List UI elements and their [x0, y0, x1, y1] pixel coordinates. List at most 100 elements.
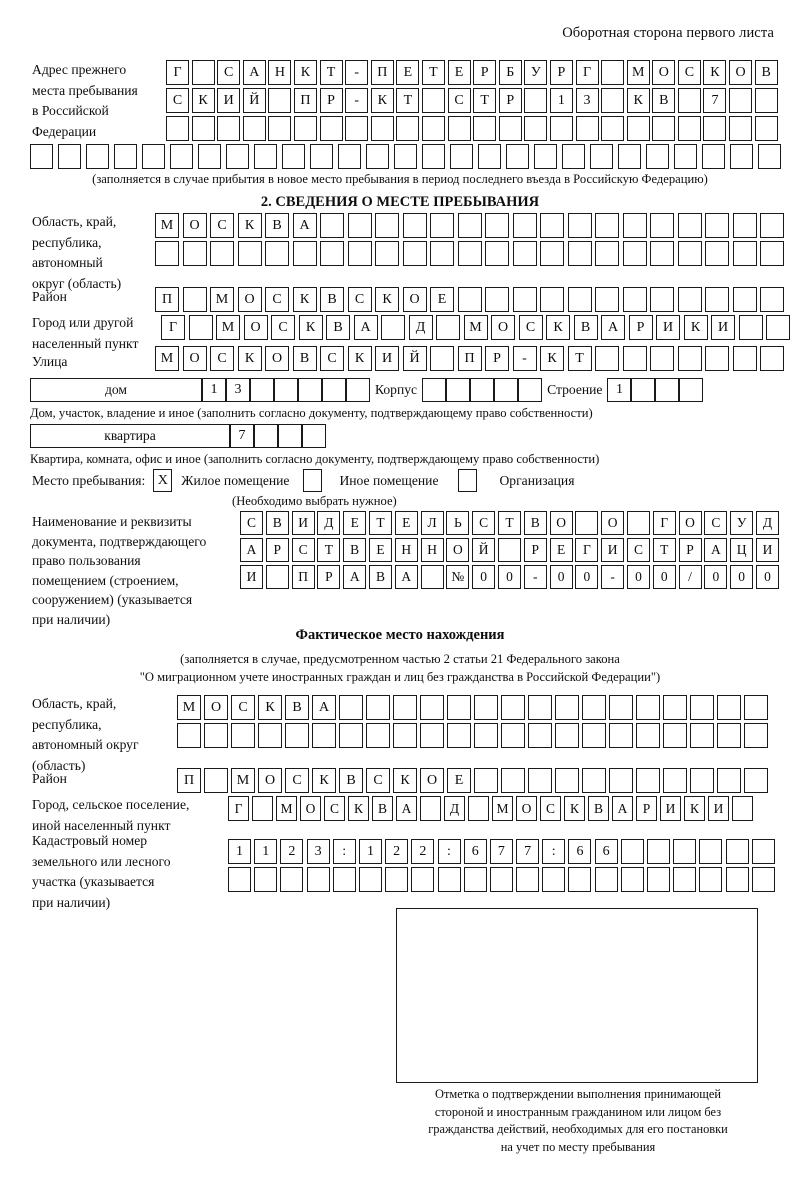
prev-address-row-4[interactable]	[30, 144, 781, 169]
char-cell[interactable]: С	[291, 538, 315, 562]
char-cell[interactable]	[265, 565, 289, 589]
char-cell[interactable]	[231, 723, 255, 748]
char-cell[interactable]	[58, 144, 81, 169]
stamp-box[interactable]	[396, 908, 758, 1083]
char-cell[interactable]	[217, 116, 241, 141]
char-cell[interactable]	[501, 768, 525, 793]
char-cell[interactable]	[732, 346, 757, 371]
char-cell[interactable]	[650, 241, 674, 266]
char-cell[interactable]: К	[237, 346, 262, 371]
char-cell[interactable]	[732, 796, 753, 821]
korpus-cells[interactable]	[422, 378, 543, 402]
char-cell[interactable]	[582, 695, 606, 720]
char-cell[interactable]	[626, 116, 650, 141]
char-cell[interactable]	[204, 723, 228, 748]
char-cell[interactable]: -	[345, 88, 369, 113]
char-cell[interactable]	[30, 144, 53, 169]
char-cell[interactable]: 2	[411, 839, 435, 864]
char-cell[interactable]	[450, 144, 473, 169]
char-cell[interactable]: П	[293, 88, 317, 113]
char-cell[interactable]: К	[191, 88, 215, 113]
char-cell[interactable]	[677, 213, 702, 238]
char-cell[interactable]: О	[652, 60, 676, 85]
char-cell[interactable]	[370, 116, 394, 141]
char-cell[interactable]: Р	[628, 315, 653, 340]
char-cell[interactable]: О	[237, 287, 262, 312]
char-cell[interactable]: О	[729, 60, 753, 85]
char-cell[interactable]: 1	[254, 839, 278, 864]
char-cell[interactable]: А	[601, 315, 625, 340]
char-cell[interactable]: Р	[498, 88, 522, 113]
char-cell[interactable]	[430, 241, 454, 266]
char-cell[interactable]: И	[708, 796, 729, 821]
char-cell[interactable]: 0	[472, 565, 496, 589]
char-cell[interactable]	[254, 867, 278, 892]
char-cell[interactable]: И	[711, 315, 735, 340]
char-cell[interactable]: К	[347, 346, 372, 371]
char-cell[interactable]: Т	[652, 538, 676, 562]
char-cell[interactable]	[622, 346, 647, 371]
char-cell[interactable]: О	[549, 511, 573, 535]
char-cell[interactable]	[582, 723, 606, 748]
char-cell[interactable]	[699, 839, 723, 864]
char-cell[interactable]	[766, 315, 790, 340]
char-cell[interactable]: Л	[420, 511, 444, 535]
char-cell[interactable]	[242, 116, 266, 141]
char-cell[interactable]: С	[166, 88, 189, 113]
char-cell[interactable]	[601, 88, 625, 113]
char-cell[interactable]: Г	[652, 511, 676, 535]
char-cell[interactable]: Е	[396, 60, 420, 85]
char-cell[interactable]	[663, 768, 687, 793]
char-cell[interactable]	[265, 241, 289, 266]
char-cell[interactable]	[732, 213, 757, 238]
char-cell[interactable]	[744, 723, 768, 748]
char-cell[interactable]	[457, 241, 482, 266]
char-cell[interactable]: К	[370, 88, 394, 113]
char-cell[interactable]	[210, 241, 234, 266]
char-cell[interactable]: А	[240, 538, 263, 562]
flat-row[interactable]: квартира 7	[30, 424, 326, 448]
char-cell[interactable]	[393, 723, 417, 748]
char-cell[interactable]	[618, 144, 641, 169]
actual-region-row-2[interactable]	[177, 723, 768, 748]
char-cell[interactable]	[754, 88, 778, 113]
char-cell[interactable]	[332, 867, 356, 892]
char-cell[interactable]	[738, 315, 763, 340]
char-cell[interactable]	[258, 723, 282, 748]
char-cell[interactable]	[385, 867, 409, 892]
char-cell[interactable]: Е	[549, 538, 573, 562]
char-cell[interactable]: Т	[497, 511, 521, 535]
char-cell[interactable]	[540, 241, 564, 266]
char-cell[interactable]: К	[703, 60, 727, 85]
char-cell[interactable]	[677, 287, 702, 312]
char-cell[interactable]: 1	[228, 839, 251, 864]
char-cell[interactable]: Ь	[446, 511, 470, 535]
char-cell[interactable]	[652, 116, 676, 141]
char-cell[interactable]: Н	[420, 538, 444, 562]
char-cell[interactable]	[447, 723, 471, 748]
char-cell[interactable]: С	[540, 796, 561, 821]
char-cell[interactable]	[437, 867, 461, 892]
char-cell[interactable]	[636, 695, 660, 720]
char-cell[interactable]: Е	[447, 60, 471, 85]
char-cell[interactable]	[760, 346, 784, 371]
char-cell[interactable]: М	[216, 315, 240, 340]
char-cell[interactable]: С	[626, 538, 650, 562]
char-cell[interactable]: О	[182, 346, 207, 371]
char-cell[interactable]: 0	[704, 565, 728, 589]
char-cell[interactable]: -	[345, 60, 369, 85]
char-cell[interactable]	[306, 867, 330, 892]
char-cell[interactable]: Д	[444, 796, 465, 821]
char-cell[interactable]: Р	[636, 796, 657, 821]
char-cell[interactable]: В	[292, 346, 317, 371]
char-cell[interactable]: 0	[497, 565, 521, 589]
char-cell[interactable]	[366, 144, 389, 169]
char-cell[interactable]	[347, 241, 372, 266]
char-cell[interactable]	[474, 695, 498, 720]
char-cell[interactable]: Е	[430, 287, 454, 312]
char-cell[interactable]: Г	[166, 60, 189, 85]
char-cell[interactable]	[512, 287, 537, 312]
char-cell[interactable]	[663, 695, 687, 720]
